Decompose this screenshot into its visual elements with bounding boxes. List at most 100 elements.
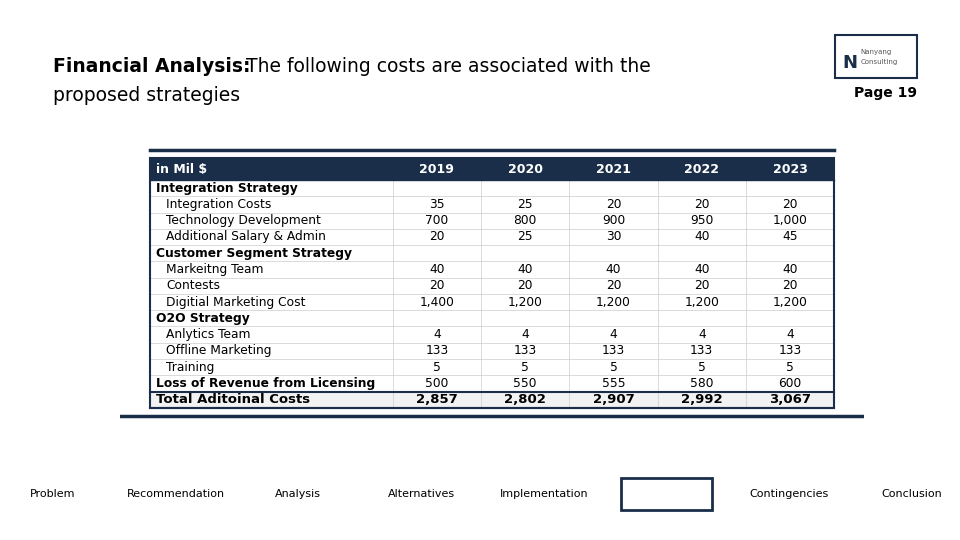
Text: 950: 950 bbox=[690, 214, 713, 227]
Bar bbox=[150, 180, 834, 196]
Text: Digitial Marketing Cost: Digitial Marketing Cost bbox=[166, 295, 305, 308]
Text: 600: 600 bbox=[779, 377, 802, 390]
Text: Loss of Revenue from Licensing: Loss of Revenue from Licensing bbox=[156, 377, 375, 390]
Text: 133: 133 bbox=[779, 345, 802, 357]
Bar bbox=[150, 392, 834, 408]
Text: Customer Segment Strategy: Customer Segment Strategy bbox=[156, 247, 351, 260]
Text: Integration Strategy: Integration Strategy bbox=[156, 181, 298, 194]
Text: 2020: 2020 bbox=[508, 163, 542, 176]
Bar bbox=[150, 294, 834, 310]
Text: Integration Costs: Integration Costs bbox=[166, 198, 272, 211]
Text: 2,992: 2,992 bbox=[681, 393, 723, 406]
Text: proposed strategies: proposed strategies bbox=[53, 86, 240, 105]
Bar bbox=[150, 375, 834, 391]
Text: Anlytics Team: Anlytics Team bbox=[166, 328, 251, 341]
Text: 40: 40 bbox=[606, 263, 621, 276]
Text: 2022: 2022 bbox=[684, 163, 719, 176]
Text: 5: 5 bbox=[521, 361, 529, 374]
Bar bbox=[150, 310, 834, 327]
Text: 580: 580 bbox=[690, 377, 713, 390]
Text: Analysis: Analysis bbox=[276, 489, 322, 499]
Text: 2023: 2023 bbox=[773, 163, 807, 176]
Text: Implementation: Implementation bbox=[499, 489, 588, 499]
Text: 1,400: 1,400 bbox=[420, 295, 454, 308]
Text: Markeitng Team: Markeitng Team bbox=[166, 263, 264, 276]
Text: 900: 900 bbox=[602, 214, 625, 227]
Bar bbox=[150, 359, 834, 375]
Text: 40: 40 bbox=[782, 263, 798, 276]
Text: O2O Strategy: O2O Strategy bbox=[156, 312, 250, 325]
Text: Total Aditoinal Costs: Total Aditoinal Costs bbox=[156, 393, 310, 406]
Text: 1,200: 1,200 bbox=[596, 295, 631, 308]
Text: Contingencies: Contingencies bbox=[750, 489, 828, 499]
Text: 40: 40 bbox=[694, 263, 709, 276]
Text: Conclusion: Conclusion bbox=[881, 489, 943, 499]
Text: 2019: 2019 bbox=[420, 163, 454, 176]
Text: Financials: Financials bbox=[639, 489, 694, 499]
Text: 500: 500 bbox=[425, 377, 448, 390]
Text: 550: 550 bbox=[514, 377, 537, 390]
Bar bbox=[150, 229, 834, 245]
Text: 20: 20 bbox=[517, 279, 533, 292]
Text: Consulting: Consulting bbox=[860, 59, 898, 65]
Bar bbox=[150, 261, 834, 278]
Text: 4: 4 bbox=[521, 328, 529, 341]
Bar bbox=[150, 158, 834, 180]
Text: 40: 40 bbox=[429, 263, 444, 276]
Text: 133: 133 bbox=[425, 345, 448, 357]
Text: Page 19: Page 19 bbox=[853, 86, 917, 100]
Bar bbox=[150, 213, 834, 229]
Text: 45: 45 bbox=[782, 231, 798, 244]
Text: in Mil $: in Mil $ bbox=[156, 163, 206, 176]
Text: 2,907: 2,907 bbox=[592, 393, 635, 406]
Bar bbox=[150, 158, 834, 408]
Text: 5: 5 bbox=[786, 361, 794, 374]
Text: 4: 4 bbox=[698, 328, 706, 341]
Bar bbox=[150, 327, 834, 343]
Text: 2,857: 2,857 bbox=[416, 393, 458, 406]
Text: 5: 5 bbox=[698, 361, 706, 374]
Text: 4: 4 bbox=[610, 328, 617, 341]
Text: 20: 20 bbox=[606, 198, 621, 211]
Text: 25: 25 bbox=[517, 231, 533, 244]
Text: 40: 40 bbox=[517, 263, 533, 276]
Text: The following costs are associated with the: The following costs are associated with … bbox=[240, 57, 651, 76]
Text: 20: 20 bbox=[782, 198, 798, 211]
Text: 2,802: 2,802 bbox=[504, 393, 546, 406]
Text: Alternatives: Alternatives bbox=[388, 489, 455, 499]
Bar bbox=[150, 278, 834, 294]
Text: 1,200: 1,200 bbox=[508, 295, 542, 308]
Text: Technology Development: Technology Development bbox=[166, 214, 321, 227]
Text: 133: 133 bbox=[690, 345, 713, 357]
Text: 4: 4 bbox=[433, 328, 441, 341]
Text: Additional Salary & Admin: Additional Salary & Admin bbox=[166, 231, 326, 244]
Bar bbox=[150, 196, 834, 213]
Text: 20: 20 bbox=[694, 279, 709, 292]
Text: 5: 5 bbox=[433, 361, 441, 374]
Text: 1,200: 1,200 bbox=[773, 295, 807, 308]
Text: Training: Training bbox=[166, 361, 214, 374]
Text: 20: 20 bbox=[694, 198, 709, 211]
Text: 40: 40 bbox=[694, 231, 709, 244]
Text: 1,200: 1,200 bbox=[684, 295, 719, 308]
Text: Problem: Problem bbox=[30, 489, 76, 499]
Text: 2021: 2021 bbox=[596, 163, 631, 176]
Text: 30: 30 bbox=[606, 231, 621, 244]
Text: Nanyang: Nanyang bbox=[860, 49, 892, 55]
Bar bbox=[150, 245, 834, 261]
Text: 3,067: 3,067 bbox=[769, 393, 811, 406]
Text: 20: 20 bbox=[606, 279, 621, 292]
Text: N: N bbox=[842, 54, 857, 72]
Text: 700: 700 bbox=[425, 214, 448, 227]
Text: 1,000: 1,000 bbox=[773, 214, 807, 227]
Bar bbox=[150, 343, 834, 359]
Text: 20: 20 bbox=[429, 231, 444, 244]
Text: 133: 133 bbox=[514, 345, 537, 357]
Text: 35: 35 bbox=[429, 198, 444, 211]
Text: 133: 133 bbox=[602, 345, 625, 357]
Text: Financial Analysis:: Financial Analysis: bbox=[53, 57, 251, 76]
Text: Recommendation: Recommendation bbox=[127, 489, 225, 499]
Text: 20: 20 bbox=[429, 279, 444, 292]
Text: 4: 4 bbox=[786, 328, 794, 341]
Text: 555: 555 bbox=[602, 377, 625, 390]
